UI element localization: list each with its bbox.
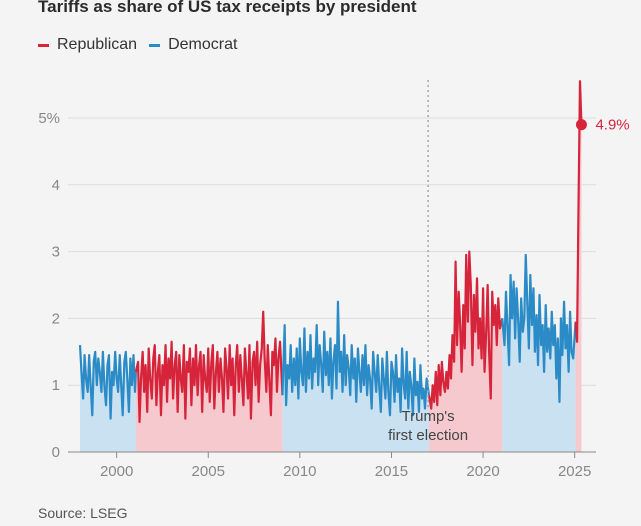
legend-item-republican: Republican: [38, 36, 137, 54]
y-tick-label-3: 3: [52, 244, 60, 261]
line-republican-6: [574, 80, 583, 343]
source-note: Source: LSEG: [38, 505, 128, 521]
area-republican-4: [429, 251, 503, 452]
y-tick-label-1: 1: [52, 377, 60, 394]
legend-label-democrat: Democrat: [168, 36, 238, 53]
y-tick-label-5: 5%: [38, 110, 60, 127]
x-tick-label-2000: 2000: [100, 463, 133, 480]
x-tick-label-2010: 2010: [283, 463, 316, 480]
x-tick-label-2015: 2015: [375, 463, 408, 480]
end-point-marker: [575, 119, 587, 131]
line-democrat-3: [281, 300, 431, 417]
x-tick-label-2020: 2020: [466, 463, 499, 480]
y-tick-label-2: 2: [52, 310, 60, 327]
chart-title: Tariffs as share of US tax receipts by p…: [38, 0, 417, 16]
y-tick-label-0: 0: [52, 444, 60, 461]
line-democrat-1: [78, 345, 137, 420]
line-democrat-5: [501, 253, 577, 403]
legend-swatch-republican: [38, 43, 49, 47]
legend-item-democrat: Democrat: [149, 36, 237, 54]
area-republican-2: [135, 311, 283, 452]
x-tick-label-2005: 2005: [192, 463, 225, 480]
line-republican-2: [134, 310, 284, 424]
chart-plot: 0 1 2 3 4 5% 2000 2005 2010 2015 2020 2025 Trump's f…: [38, 80, 630, 480]
y-tick-label-4: 4: [52, 177, 60, 194]
line-republican-4: [427, 250, 504, 410]
legend-label-republican: Republican: [57, 36, 138, 53]
legend: Republican Democrat: [38, 36, 249, 54]
x-tick-label-2025: 2025: [558, 463, 591, 480]
area-democrat-3: [282, 301, 430, 452]
annotation-trumps: Trump's: [402, 408, 455, 425]
legend-swatch-democrat: [149, 43, 161, 47]
annotation-first-election: first election: [388, 427, 468, 444]
end-value-label: 4.9%: [595, 117, 629, 134]
